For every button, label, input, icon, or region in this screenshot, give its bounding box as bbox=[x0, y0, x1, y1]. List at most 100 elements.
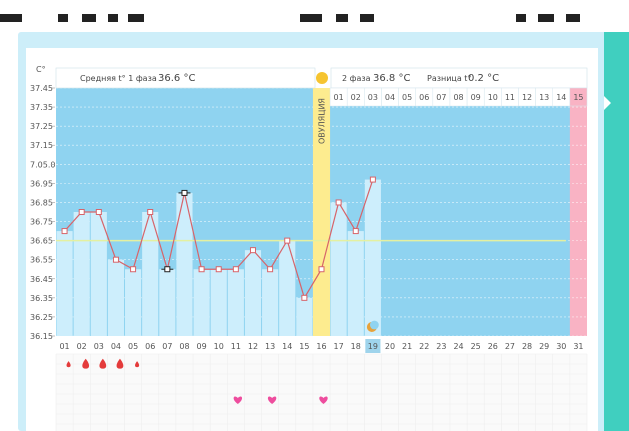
phase1-header bbox=[55, 67, 316, 89]
x-tick-label: 20 bbox=[385, 342, 395, 351]
x-tick-label: 05 bbox=[128, 342, 138, 351]
cropped-title bbox=[0, 0, 629, 22]
temperature-point-day-13 bbox=[267, 266, 274, 273]
temperature-point-day-15 bbox=[301, 294, 308, 301]
bar-day-17 bbox=[330, 202, 347, 336]
x-tick-label: 10 bbox=[214, 342, 224, 351]
unit-label: C° bbox=[36, 65, 46, 74]
bar-day-06 bbox=[142, 212, 159, 336]
bar-day-11 bbox=[227, 269, 244, 336]
x-tick-label: 19 bbox=[368, 342, 378, 351]
x-tick-label: 09 bbox=[197, 342, 207, 351]
bar-day-19 bbox=[364, 179, 381, 336]
bar-day-10 bbox=[210, 269, 227, 336]
diff-label: Разница t° bbox=[427, 74, 471, 83]
x-tick-label: 26 bbox=[488, 342, 498, 351]
y-tick-label: 36.15 bbox=[30, 332, 53, 341]
cropped-title-glyphs bbox=[0, 14, 580, 22]
bar-day-03 bbox=[90, 212, 107, 336]
symptom-grid bbox=[55, 353, 588, 431]
symptom-grid-bg bbox=[56, 354, 587, 431]
temperature-point-day-11 bbox=[232, 266, 239, 273]
x-tick-label: 11 bbox=[231, 342, 241, 351]
x-tick-label: 27 bbox=[505, 342, 515, 351]
heart-icon bbox=[319, 396, 328, 404]
temperature-point-day-18 bbox=[352, 228, 359, 235]
phase2-day-cell bbox=[569, 87, 588, 107]
x-tick-label: 03 bbox=[94, 342, 104, 351]
x-tick-label: 01 bbox=[59, 342, 69, 351]
y-tick-label: 36.45 bbox=[30, 275, 53, 284]
temperature-point-day-17 bbox=[335, 199, 342, 206]
temperature-point-day-05 bbox=[130, 266, 137, 273]
drop-icon bbox=[82, 358, 90, 369]
phase2-day-label: 11 bbox=[505, 93, 515, 102]
temperature-point-day-09 bbox=[198, 266, 205, 273]
phase2-day-label: 01 bbox=[334, 93, 344, 102]
bar-day-05 bbox=[125, 269, 142, 336]
temperature-point-day-01 bbox=[61, 228, 68, 235]
y-tick-label: 36.65 bbox=[30, 237, 53, 246]
phase2-day-label: 15 bbox=[573, 93, 583, 102]
ovulation-sun-icon bbox=[316, 72, 328, 84]
phase2-day-label: 12 bbox=[522, 93, 532, 102]
x-tick-label: 28 bbox=[522, 342, 532, 351]
temperature-point-day-02 bbox=[78, 209, 85, 215]
y-tick-label: 37.45 bbox=[30, 84, 53, 93]
y-tick-label: 36.85 bbox=[30, 198, 53, 207]
bar-day-09 bbox=[193, 269, 210, 336]
temperature-point-day-19 bbox=[369, 176, 376, 183]
x-tick-label: 07 bbox=[162, 342, 172, 351]
phase1-value: 36.6 °C bbox=[158, 73, 195, 84]
temperature-point-day-16 bbox=[318, 266, 325, 273]
temperature-point-day-08 bbox=[181, 189, 188, 196]
bar-day-15 bbox=[296, 297, 313, 336]
x-tick-label: 30 bbox=[556, 342, 566, 351]
x-tick-label: 14 bbox=[282, 342, 292, 351]
moon-cutout bbox=[369, 320, 379, 330]
x-tick-label: 12 bbox=[248, 342, 258, 351]
temperature-point-day-06 bbox=[147, 209, 154, 215]
phase2-day-label: 10 bbox=[488, 93, 498, 102]
phase2-day-label: 05 bbox=[402, 93, 412, 102]
heart-icon bbox=[267, 396, 277, 404]
x-tick-label: 18 bbox=[351, 342, 361, 351]
phase2-value: 36.8 °C bbox=[373, 73, 410, 84]
phase2-day-label: 04 bbox=[385, 93, 395, 102]
x-tick-label: 06 bbox=[145, 342, 155, 351]
heart-icon bbox=[233, 396, 243, 404]
x-tick-label: 25 bbox=[471, 342, 481, 351]
bar-day-07 bbox=[159, 269, 176, 336]
y-tick-label: 36.25 bbox=[30, 313, 53, 322]
x-tick-label: 08 bbox=[179, 342, 189, 351]
last-day-column bbox=[569, 88, 587, 336]
phase2-day-row: 01 02 03 04 05 06 07 08 09 10 11 12 13 14 15 bbox=[329, 87, 588, 107]
intercourse-row bbox=[233, 396, 328, 404]
y-tick-label: 36.35 bbox=[30, 294, 53, 303]
phase2-day-label: 09 bbox=[471, 93, 481, 102]
temperature-point-day-12 bbox=[249, 247, 256, 254]
bar-day-01 bbox=[56, 231, 73, 336]
y-tick-labels: 37.45 37.35 37.25 37.15 7.05.0 36.95 36.85 36.7… bbox=[30, 84, 55, 341]
bar-day-12 bbox=[244, 250, 262, 336]
temperature-point-day-07 bbox=[164, 266, 171, 273]
phase1-label: Средняя t° 1 фаза bbox=[80, 74, 157, 83]
y-tick-label: 7.05.0 bbox=[30, 160, 55, 169]
bar-day-14 bbox=[279, 240, 296, 336]
bars bbox=[56, 179, 381, 336]
phase2-day-label: 02 bbox=[351, 93, 361, 102]
drop-icon bbox=[135, 361, 140, 368]
x-tick-label: 29 bbox=[539, 342, 549, 351]
bar-day-13 bbox=[262, 269, 279, 336]
y-tick-label: 37.35 bbox=[30, 103, 53, 112]
phase2-day-label: 14 bbox=[556, 93, 566, 102]
drop-icon bbox=[66, 361, 71, 368]
y-tick-label: 37.15 bbox=[30, 141, 53, 150]
x-tick-label: 17 bbox=[334, 342, 344, 351]
menstruation-row bbox=[66, 358, 140, 369]
ovulation-band bbox=[312, 88, 331, 336]
drop-icon bbox=[99, 358, 107, 369]
x-tick-label: 16 bbox=[316, 342, 326, 351]
highlighted-day-bg bbox=[365, 339, 381, 353]
